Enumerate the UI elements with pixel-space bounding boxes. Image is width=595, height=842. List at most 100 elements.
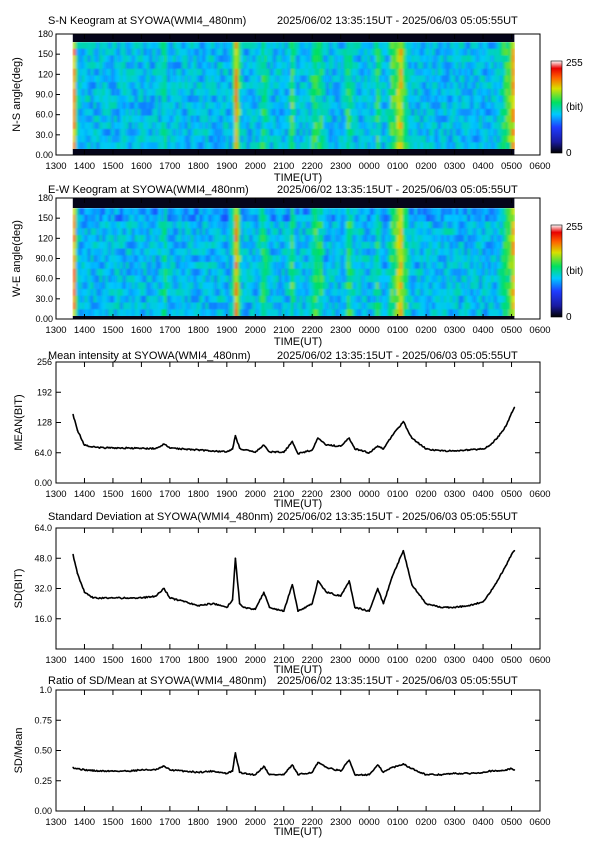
keogram-cell	[384, 68, 389, 77]
keogram-cell	[237, 108, 242, 117]
x-tick-label: 1900	[216, 325, 237, 336]
keogram-cell	[296, 95, 301, 103]
keogram-cell	[175, 268, 180, 277]
keogram-cell	[205, 62, 209, 70]
keogram-cell	[290, 282, 295, 290]
keogram-cell	[234, 68, 239, 77]
keogram-cell	[237, 68, 242, 77]
keogram-cell	[505, 88, 510, 97]
keogram-cell	[399, 95, 404, 103]
keogram-cell	[84, 55, 89, 63]
keogram-cell	[305, 228, 309, 236]
keogram-cell	[355, 55, 359, 63]
keogram-cell	[508, 115, 513, 123]
keogram-cell	[234, 235, 239, 243]
keogram-cell	[452, 235, 457, 243]
keogram-cell	[169, 128, 174, 137]
keogram-cell	[334, 135, 339, 143]
keogram-cell	[293, 68, 298, 77]
keogram-cell	[102, 221, 106, 229]
keogram-cell	[78, 115, 83, 123]
keogram-cell	[343, 68, 348, 77]
keogram-cell	[228, 122, 233, 130]
keogram-cell	[299, 128, 304, 137]
keogram-cell	[429, 122, 433, 130]
keogram-cell	[246, 309, 251, 317]
keogram-cell	[299, 228, 304, 236]
keogram-cell	[378, 75, 383, 83]
keogram-cell	[125, 282, 130, 290]
keogram-cell	[155, 108, 159, 117]
y-tick-label: 150	[38, 49, 53, 59]
keogram-cell	[337, 262, 342, 270]
keogram-cell	[449, 268, 454, 277]
keogram-cell	[167, 75, 171, 83]
keogram-cell	[272, 208, 277, 216]
keogram-cell	[93, 95, 97, 103]
keogram-cell	[434, 142, 439, 150]
keogram-cell	[396, 309, 401, 317]
keogram-cell	[496, 228, 501, 236]
keogram-cell	[78, 68, 83, 77]
keogram-cell	[381, 282, 386, 290]
keogram-cell	[334, 82, 339, 90]
keogram-cell	[461, 115, 465, 123]
keogram-cell	[202, 55, 206, 63]
keogram-cell	[387, 268, 392, 277]
keogram-cell	[340, 108, 345, 117]
keogram-cell	[373, 42, 377, 50]
keogram-cell	[390, 228, 395, 236]
keogram-cell	[443, 68, 448, 77]
keogram-cell	[499, 55, 504, 63]
keogram-cell	[484, 208, 489, 216]
keogram-cell	[222, 108, 227, 117]
keogram-cell	[114, 88, 118, 97]
keogram-cell	[487, 142, 492, 150]
keogram-cell	[305, 68, 309, 77]
x-tick-label: 1600	[131, 489, 152, 500]
keogram-cell	[502, 235, 507, 243]
keogram-cell	[264, 135, 268, 143]
keogram-cell	[467, 221, 471, 229]
keogram-cell	[390, 295, 395, 304]
keogram-cell	[252, 75, 256, 83]
keogram-cell	[275, 268, 280, 277]
keogram-cell	[484, 88, 489, 97]
keogram-cell	[90, 275, 94, 283]
keogram-cell	[405, 214, 409, 223]
keogram-cell	[264, 88, 268, 97]
keogram-cell	[420, 62, 424, 70]
keogram-cell	[399, 248, 404, 256]
keogram-cell	[402, 241, 407, 250]
keogram-cell	[361, 235, 365, 243]
keogram-cell	[381, 68, 386, 77]
keogram-cell	[128, 108, 133, 117]
keogram-cell	[146, 289, 150, 297]
keogram-cell	[131, 295, 136, 304]
keogram-cell	[499, 102, 504, 110]
keogram-cell	[458, 282, 462, 290]
keogram-cell	[296, 241, 301, 250]
keogram-cell	[278, 108, 283, 117]
keogram-cell	[302, 282, 306, 290]
keogram-cell	[349, 221, 354, 229]
keogram-cell	[481, 289, 486, 297]
keogram-cell	[367, 282, 371, 290]
keogram-cell	[275, 289, 280, 297]
keogram-cell	[75, 82, 80, 90]
keogram-cell	[314, 289, 318, 297]
keogram-cell	[111, 75, 115, 83]
keogram-cell	[84, 108, 89, 117]
keogram-cell	[358, 255, 362, 263]
panel-title: S-N Keogram at SYOWA(WMI4_480nm)	[48, 15, 246, 27]
keogram-cell	[258, 68, 262, 77]
keogram-cell	[446, 88, 451, 97]
keogram-cell	[446, 228, 451, 236]
keogram-cell	[178, 88, 183, 97]
keogram-cell	[405, 82, 409, 90]
keogram-cell	[87, 289, 92, 297]
keogram-cell	[449, 309, 454, 317]
keogram-cell	[149, 282, 153, 290]
keogram-cell	[340, 268, 345, 277]
keogram-cell	[461, 262, 465, 270]
